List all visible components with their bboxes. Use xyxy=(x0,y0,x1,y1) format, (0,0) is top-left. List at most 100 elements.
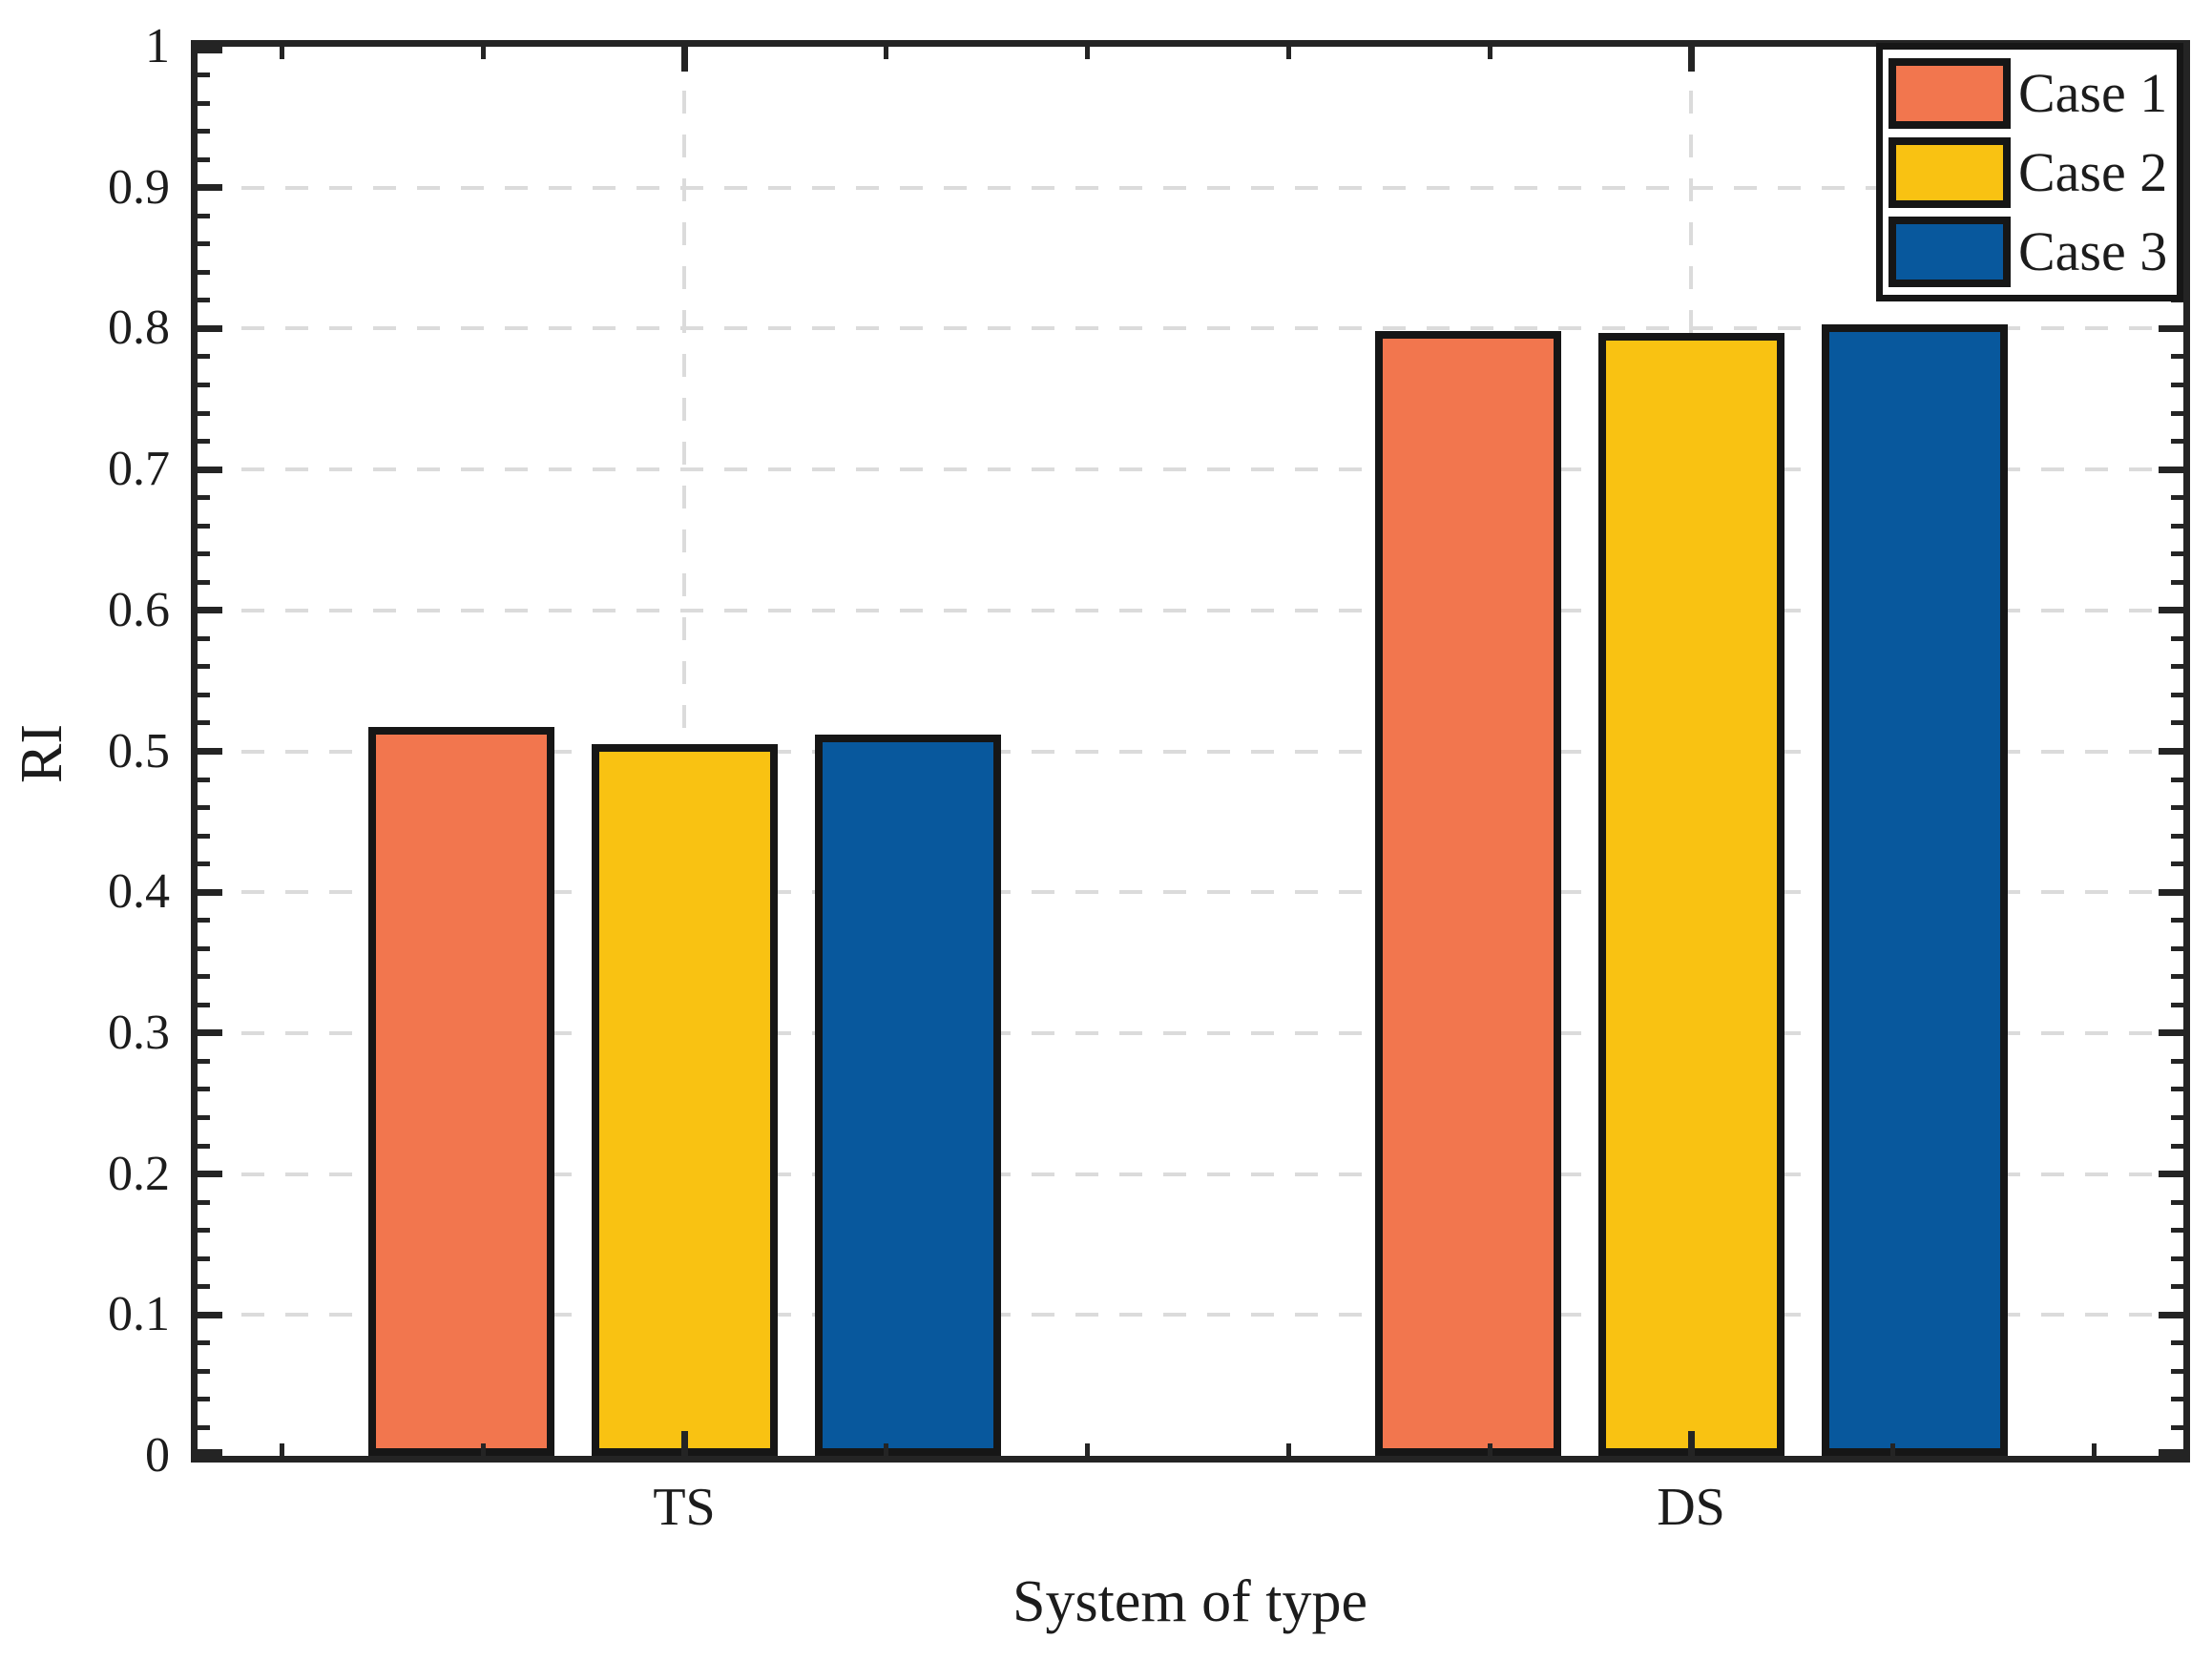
y-tick-label-0.2: 0.2 xyxy=(108,1146,170,1201)
legend-item-case-2: Case 2 xyxy=(1889,133,2177,212)
y-major-tick xyxy=(198,184,222,192)
y-minor-tick xyxy=(198,579,210,585)
x-minor-tick xyxy=(883,47,888,59)
y-major-tick xyxy=(198,607,222,614)
y-minor-tick xyxy=(2171,1058,2183,1064)
y-minor-tick xyxy=(2171,1368,2183,1374)
y-major-tick xyxy=(2159,1311,2183,1318)
y-minor-tick xyxy=(2171,918,2183,923)
x-minor-tick xyxy=(1285,1443,1291,1456)
y-minor-tick xyxy=(198,241,210,247)
y-major-tick xyxy=(2159,1029,2183,1037)
x-minor-tick xyxy=(480,47,486,59)
y-major-tick xyxy=(198,1171,222,1178)
y-major-tick xyxy=(198,1449,222,1456)
y-minor-tick xyxy=(198,692,210,697)
y-minor-tick xyxy=(2171,551,2183,557)
y-minor-tick xyxy=(2171,439,2183,445)
y-minor-tick xyxy=(2171,720,2183,726)
plot-area xyxy=(191,40,2190,1463)
h-gridline xyxy=(198,185,2183,190)
h-gridline xyxy=(198,890,2183,895)
y-minor-tick xyxy=(198,1087,210,1092)
y-minor-tick xyxy=(2171,1340,2183,1346)
bar-ds-case-3 xyxy=(1821,323,2008,1456)
legend: Case 1 Case 2 Case 3 xyxy=(1876,43,2183,301)
y-major-tick xyxy=(198,888,222,896)
y-minor-tick xyxy=(198,1199,210,1205)
y-minor-tick xyxy=(198,1255,210,1261)
y-minor-tick xyxy=(2171,635,2183,641)
bar-ds-case-2 xyxy=(1597,332,1784,1456)
y-minor-tick xyxy=(2171,664,2183,670)
x-minor-tick xyxy=(279,1443,284,1456)
y-minor-tick xyxy=(198,73,210,78)
h-gridline xyxy=(198,608,2183,612)
y-minor-tick xyxy=(198,1340,210,1346)
y-minor-tick xyxy=(198,1424,210,1430)
y-minor-tick xyxy=(198,523,210,529)
x-tick-label-ts: TS xyxy=(653,1478,716,1537)
y-major-tick xyxy=(198,466,222,473)
y-tick-label-0.1: 0.1 xyxy=(108,1287,170,1342)
legend-swatch-case-1 xyxy=(1889,57,2011,129)
y-minor-tick xyxy=(198,1228,210,1234)
y-minor-tick xyxy=(198,720,210,726)
h-gridline xyxy=(198,1172,2183,1176)
y-major-tick xyxy=(2159,888,2183,896)
y-minor-tick xyxy=(198,269,210,275)
y-major-tick xyxy=(2159,607,2183,614)
x-minor-tick xyxy=(883,1443,888,1456)
legend-swatch-case-2 xyxy=(1889,136,2011,208)
y-minor-tick xyxy=(2171,579,2183,585)
x-minor-tick xyxy=(1084,47,1090,59)
y-minor-tick xyxy=(198,156,210,162)
bars-layer xyxy=(198,47,2183,1456)
legend-label-case-1: Case 1 xyxy=(2018,61,2168,124)
y-minor-tick xyxy=(2171,1284,2183,1290)
y-minor-tick xyxy=(2171,1087,2183,1092)
y-major-tick xyxy=(198,324,222,332)
x-major-tick xyxy=(1687,47,1695,72)
y-tick-label-0.6: 0.6 xyxy=(108,582,170,637)
y-minor-tick xyxy=(198,974,210,980)
y-minor-tick xyxy=(198,1284,210,1290)
y-major-tick xyxy=(198,1311,222,1318)
x-minor-tick xyxy=(1889,1443,1895,1456)
y-minor-tick xyxy=(198,213,210,218)
y-minor-tick xyxy=(2171,974,2183,980)
y-minor-tick xyxy=(2171,495,2183,501)
x-minor-tick xyxy=(2091,1443,2097,1456)
y-minor-tick xyxy=(198,664,210,670)
y-minor-tick xyxy=(198,410,210,416)
y-minor-tick xyxy=(2171,1397,2183,1402)
y-minor-tick xyxy=(2171,523,2183,529)
y-tick-label-0.4: 0.4 xyxy=(108,864,170,920)
h-gridline xyxy=(198,1313,2183,1318)
x-tick-label-ds: DS xyxy=(1657,1478,1725,1537)
y-minor-tick xyxy=(198,1143,210,1149)
x-minor-tick xyxy=(1285,47,1291,59)
y-minor-tick xyxy=(198,945,210,951)
y-minor-tick xyxy=(198,861,210,867)
legend-item-case-1: Case 1 xyxy=(1889,53,2177,133)
y-major-tick xyxy=(2159,466,2183,473)
y-minor-tick xyxy=(2171,382,2183,387)
x-axis-title: System of type xyxy=(1012,1569,1367,1634)
y-minor-tick xyxy=(198,918,210,923)
y-tick-label-0.9: 0.9 xyxy=(108,159,170,215)
y-major-tick xyxy=(2159,1171,2183,1178)
y-minor-tick xyxy=(198,635,210,641)
y-minor-tick xyxy=(2171,805,2183,811)
y-minor-tick xyxy=(2171,410,2183,416)
y-minor-tick xyxy=(2171,945,2183,951)
y-minor-tick xyxy=(198,1058,210,1064)
y-major-tick xyxy=(198,1029,222,1037)
y-minor-tick xyxy=(2171,833,2183,839)
x-major-tick xyxy=(680,1431,688,1456)
y-major-tick xyxy=(2159,324,2183,332)
y-minor-tick xyxy=(198,129,210,135)
y-minor-tick xyxy=(198,298,210,303)
bar-ts-case-1 xyxy=(367,727,554,1456)
